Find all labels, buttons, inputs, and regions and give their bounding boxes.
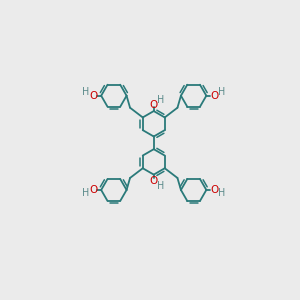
Text: H: H <box>82 188 89 198</box>
Text: O: O <box>150 176 158 186</box>
Text: O: O <box>89 91 97 101</box>
Text: H: H <box>157 95 164 105</box>
Text: H: H <box>218 188 226 198</box>
Text: O: O <box>150 100 158 110</box>
Text: O: O <box>210 91 218 101</box>
Text: O: O <box>89 185 97 195</box>
Text: H: H <box>218 87 226 97</box>
Text: H: H <box>82 87 89 97</box>
Text: O: O <box>210 185 218 195</box>
Text: H: H <box>157 181 164 191</box>
